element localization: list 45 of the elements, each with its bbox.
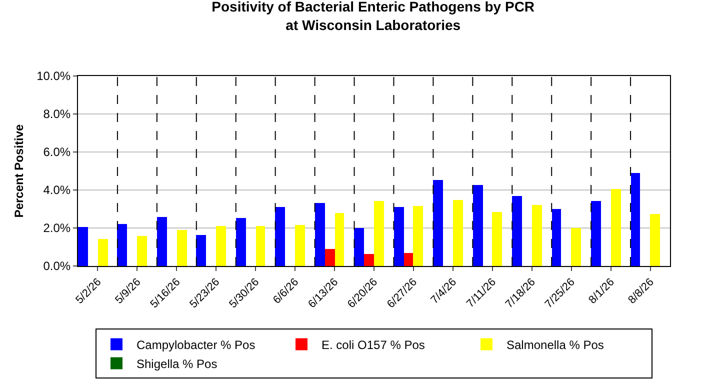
bar (571, 228, 581, 266)
bar (216, 226, 226, 266)
bar (394, 207, 404, 266)
chart-title: Positivity of Bacterial Enteric Pathogens by PCR at Wisconsin Laboratories (212, 0, 535, 33)
y-tick-label: 2.0% (43, 221, 71, 236)
bar (364, 254, 374, 266)
bar (236, 218, 246, 266)
bar (98, 239, 108, 266)
bar (157, 217, 167, 266)
bar (650, 214, 660, 266)
legend-label: Campylobacter % Pos (136, 338, 256, 352)
bar (453, 200, 463, 266)
bar (354, 228, 364, 266)
bar (137, 236, 147, 266)
bar (473, 185, 483, 266)
bar (611, 189, 621, 266)
y-tick-label: 10.0% (36, 69, 71, 84)
bar (275, 207, 285, 266)
legend-label: E. coli O157 % Pos (322, 338, 425, 352)
bar (78, 227, 88, 266)
bar (335, 213, 344, 266)
bar (404, 253, 413, 266)
bar (374, 201, 384, 266)
bar (177, 230, 187, 266)
bar (256, 226, 265, 266)
bar (552, 209, 561, 266)
bar (532, 205, 542, 266)
bar (196, 235, 206, 266)
bar (591, 201, 601, 266)
bar (295, 225, 305, 266)
y-tick-label: 6.0% (43, 145, 71, 160)
y-tick-label: 4.0% (43, 183, 71, 198)
y-tick-label: 8.0% (43, 107, 71, 122)
bar (631, 173, 640, 266)
bar (117, 224, 127, 266)
y-axis-title: Percent Positive (12, 124, 26, 218)
bar (413, 206, 423, 266)
bar (492, 212, 502, 266)
bar (325, 249, 335, 266)
legend-label: Shigella % Pos (136, 356, 218, 371)
bar (433, 180, 443, 266)
legend-label: Salmonella % Pos (506, 338, 604, 352)
y-tick-label: 0.0% (43, 259, 71, 274)
bar (512, 196, 522, 266)
bar (315, 203, 325, 266)
